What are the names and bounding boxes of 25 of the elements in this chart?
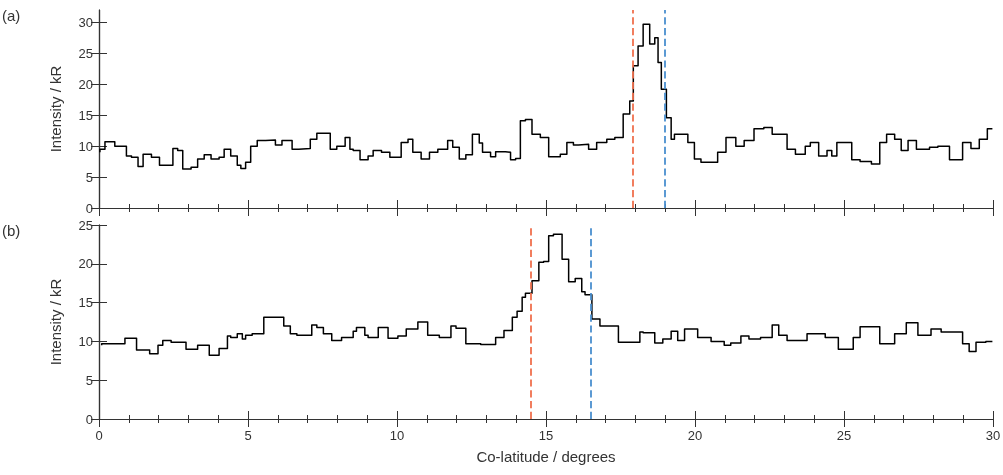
- y-tick-label: 25: [78, 217, 93, 233]
- x-tick-label: 20: [687, 428, 703, 443]
- y-tick-label: 30: [78, 14, 93, 30]
- text: (b): [2, 222, 21, 239]
- y-axis-title: Intensity / kR: [47, 278, 64, 366]
- y-tick-label: 15: [78, 295, 93, 311]
- y-tick-label: 25: [78, 45, 93, 61]
- y-tick-label: 0: [85, 411, 93, 427]
- y-tick-label: 10: [78, 138, 93, 154]
- x-tick-label: 25: [836, 428, 852, 443]
- y-axis-title: Intensity / kR: [47, 65, 64, 153]
- x-tick-label: 10: [389, 428, 405, 443]
- y-tick-label: 20: [78, 256, 93, 272]
- y-tick-label: 0: [85, 200, 93, 216]
- x-tick-label: 5: [244, 428, 252, 443]
- y-tick-label: 5: [85, 372, 93, 388]
- y-tick-label: 10: [78, 333, 93, 349]
- y-tick-label: 20: [78, 76, 93, 92]
- x-tick-label: 30: [985, 428, 1001, 443]
- x-tick-label: 0: [95, 428, 103, 443]
- y-tick-label: 15: [78, 107, 93, 123]
- y-tick-label: 5: [85, 169, 93, 185]
- x-axis-title: Co-latitude / degrees: [476, 448, 616, 465]
- x-tick-label: 15: [538, 428, 554, 443]
- text: (a): [2, 7, 21, 24]
